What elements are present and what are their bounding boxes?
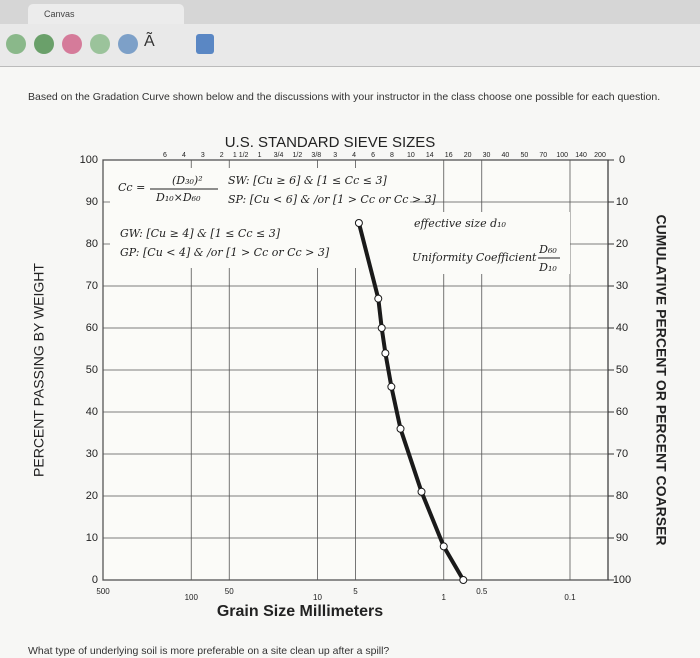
sieve-label: 1 — [258, 152, 262, 159]
toolbar-glyph[interactable]: Ã — [144, 33, 155, 50]
y-tick-label: 20 — [86, 490, 98, 502]
y2-tick-label: 10 — [616, 196, 628, 208]
y-tick-label: 70 — [86, 280, 98, 292]
x-tick-label: 0.1 — [564, 593, 576, 602]
question-prompt: Based on the Gradation Curve shown below… — [28, 91, 661, 103]
annotation: effective size d₁₀ — [414, 217, 507, 230]
y2-tick-label: 80 — [616, 490, 628, 502]
y-tick-label: 100 — [80, 154, 98, 166]
x-tick-label: 0.5 — [476, 587, 488, 596]
sieve-label: 10 — [407, 152, 415, 159]
sieve-label: 4 — [352, 152, 356, 159]
sieve-label: 3/4 — [274, 152, 284, 159]
toolbar-icon[interactable] — [62, 34, 82, 54]
curve-point — [439, 542, 448, 551]
sieve-label: 4 — [182, 152, 186, 159]
sieve-label: 70 — [539, 152, 547, 159]
x-tick-label: 100 — [185, 593, 199, 602]
x-tick-label: 500 — [96, 587, 110, 596]
toolbar-icon[interactable] — [118, 34, 138, 54]
curve-point — [417, 487, 426, 496]
sieve-label: 1 1/2 — [233, 152, 249, 159]
y-tick-label: 90 — [86, 196, 98, 208]
sieve-label: 2 — [220, 152, 224, 159]
sieve-label: 100 — [556, 152, 568, 159]
sieve-label: 14 — [426, 152, 434, 159]
tab-bar: Canvas — [0, 0, 700, 24]
sieve-label: 1/2 — [293, 152, 303, 159]
y-tick-label: 30 — [86, 448, 98, 460]
y2-tick-label: 100 — [613, 574, 631, 586]
browser-tab[interactable]: Canvas — [28, 4, 184, 24]
sieve-label: 16 — [445, 152, 453, 159]
curve-point — [377, 324, 386, 332]
y-tick-label: 50 — [86, 364, 98, 376]
sieve-label: 30 — [483, 152, 491, 159]
sieve-label: 3 — [201, 152, 205, 159]
annotation: GP: [Cu < 4] & /or [1 > Cc or Cc > 3] — [120, 246, 330, 259]
annotation: (D₃₀)² — [172, 174, 203, 187]
annotation: SW: [Cu ≥ 6] & [1 ≤ Cc ≤ 3] — [228, 174, 387, 187]
curve-point — [354, 219, 363, 227]
annotation: Cc = — [118, 181, 145, 194]
toolbar-icon[interactable] — [90, 34, 110, 54]
x-tick-label: 1 — [442, 593, 447, 602]
toolbar-icon[interactable] — [34, 34, 54, 54]
sieve-label: 3 — [333, 152, 337, 159]
x-tick-label: 5 — [353, 587, 358, 596]
curve-point — [374, 294, 383, 303]
y2-tick-label: 20 — [616, 238, 628, 250]
sieve-label: 20 — [464, 152, 472, 159]
toolbar-icon[interactable] — [196, 34, 214, 54]
y-tick-label: 40 — [86, 406, 98, 418]
sieve-label: 6 — [371, 152, 375, 159]
annotation: D₁₀ — [538, 261, 557, 274]
y2-tick-label: 40 — [616, 322, 628, 334]
curve-point — [459, 576, 468, 584]
y2-tick-label: 0 — [619, 154, 625, 166]
y2-tick-label: 70 — [616, 448, 628, 460]
y2-axis-title: CUMULATIVE PERCENT OR PERCENT COARSER — [653, 214, 669, 545]
sieve-label: 140 — [575, 152, 587, 159]
formula-box — [110, 168, 410, 268]
sieve-label: 40 — [502, 152, 510, 159]
x-axis-title: Grain Size Millimeters — [217, 603, 383, 620]
x-tick-label: 50 — [225, 587, 234, 596]
annotation: D₁₀×D₆₀ — [155, 191, 201, 204]
curve-point — [387, 382, 396, 391]
toolbar-icon[interactable] — [6, 34, 26, 54]
sieve-label: 8 — [390, 152, 394, 159]
next-question: What type of underlying soil is more pre… — [28, 645, 390, 657]
toolbar: Ã — [0, 24, 700, 67]
y2-tick-label: 30 — [616, 280, 628, 292]
annotation: Uniformity Coefficient — [412, 251, 537, 264]
sieve-label: 3/8 — [311, 152, 321, 159]
sieve-label: 6 — [163, 152, 167, 159]
y-tick-label: 10 — [86, 532, 98, 544]
x-tick-label: 10 — [313, 593, 322, 602]
sieve-label: 200 — [594, 152, 606, 159]
y-tick-label: 0 — [92, 574, 98, 586]
y2-tick-label: 50 — [616, 364, 628, 376]
y-axis-title: PERCENT PASSING BY WEIGHT — [31, 263, 47, 477]
chart-title: U.S. STANDARD SIEVE SIZES — [225, 134, 436, 151]
sieve-label: 50 — [520, 152, 528, 159]
y2-tick-label: 60 — [616, 406, 628, 418]
curve-point — [396, 424, 405, 433]
annotation: D₆₀ — [538, 243, 557, 256]
annotation-box — [410, 212, 570, 274]
y-tick-label: 80 — [86, 238, 98, 250]
curve-point — [381, 349, 390, 358]
annotation: GW: [Cu ≥ 4] & [1 ≤ Cc ≤ 3] — [120, 227, 281, 240]
y-tick-label: 60 — [86, 322, 98, 334]
annotation: SP: [Cu < 6] & /or [1 > Cc or Cc > 3] — [228, 193, 437, 206]
y2-tick-label: 90 — [616, 532, 628, 544]
